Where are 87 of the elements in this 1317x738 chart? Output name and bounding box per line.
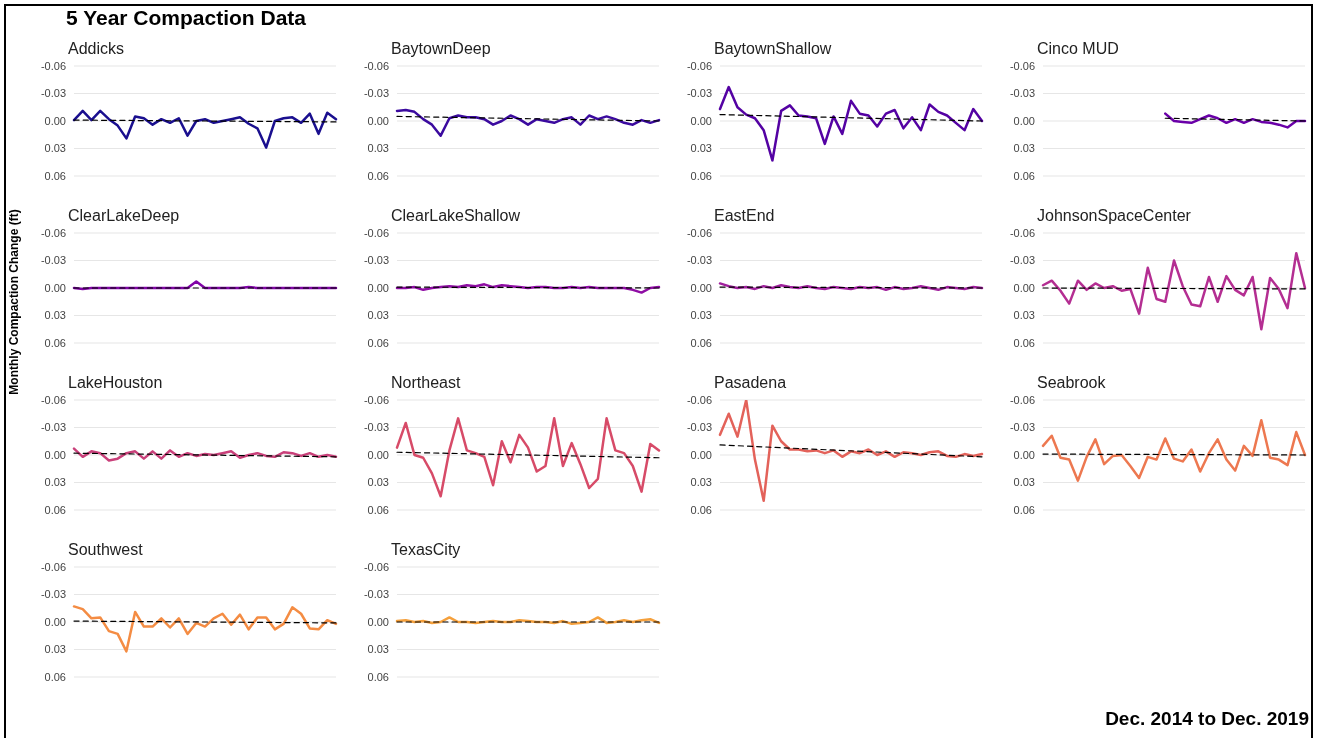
chart-title: JohnsonSpaceCenter [1037,207,1191,225]
chart-title: Addicks [68,40,125,58]
y-tick-label: 0.06 [690,169,712,182]
y-tick-label: -0.03 [1009,421,1035,434]
y-tick-label: 0.00 [44,281,66,294]
text: 5 Year Compaction Data [66,6,307,30]
y-tick-label: -0.03 [686,254,712,267]
y-tick-label: -0.06 [363,59,389,72]
y-tick-label: 0.06 [367,336,389,349]
chart-title: Northeast [391,374,461,392]
y-tick-label: 0.00 [1013,114,1035,127]
y-tick-label: -0.03 [40,421,66,434]
y-tick-label: -0.06 [1009,59,1035,72]
y-tick-label: 0.03 [367,142,389,155]
chart-title: EastEnd [714,207,775,225]
y-tick-label: 0.03 [690,309,712,322]
y-tick-label: 0.06 [367,670,389,683]
y-tick-label: 0.03 [44,476,66,489]
chart-title: BaytownDeep [391,40,491,58]
y-tick-label: 0.00 [690,448,712,461]
y-tick-label: -0.03 [363,588,389,601]
y-tick-label: 0.00 [1013,448,1035,461]
y-tick-label: -0.06 [40,393,66,406]
y-tick-label: 0.03 [690,142,712,155]
y-tick-label: -0.03 [40,588,66,601]
y-tick-label: 0.03 [44,142,66,155]
y-tick-label: 0.03 [1013,309,1035,322]
y-tick-label: 0.03 [367,643,389,656]
y-tick-label: 0.00 [367,114,389,127]
chart-title: Southwest [68,541,143,559]
y-tick-label: 0.00 [367,615,389,628]
y-tick-label: 0.03 [1013,476,1035,489]
y-tick-label: -0.06 [686,226,712,239]
y-tick-label: -0.06 [686,393,712,406]
y-tick-label: -0.06 [686,59,712,72]
y-tick-label: 0.06 [367,503,389,516]
y-tick-label: 0.00 [690,281,712,294]
y-tick-label: 0.00 [690,114,712,127]
y-tick-label: -0.06 [363,226,389,239]
y-tick-label: 0.00 [367,448,389,461]
y-tick-label: 0.06 [44,169,66,182]
y-tick-label: 0.06 [367,169,389,182]
y-tick-label: -0.06 [40,560,66,573]
y-tick-label: 0.06 [1013,336,1035,349]
y-tick-label: 0.00 [1013,281,1035,294]
chart-title: ClearLakeDeep [68,207,180,225]
y-tick-label: 0.06 [44,503,66,516]
chart-title: Cinco MUD [1037,40,1119,58]
y-tick-label: 0.03 [367,476,389,489]
y-tick-label: 0.00 [44,615,66,628]
y-tick-label: 0.06 [1013,503,1035,516]
y-tick-label: 0.00 [44,114,66,127]
y-tick-label: -0.03 [686,421,712,434]
y-axis-title: Monthly Compaction Change (ft) [7,209,21,395]
y-tick-label: 0.06 [44,670,66,683]
y-tick-label: 0.06 [690,336,712,349]
chart-title: LakeHouston [68,374,163,392]
y-tick-label: -0.06 [363,393,389,406]
y-tick-label: 0.03 [1013,142,1035,155]
y-tick-label: -0.06 [1009,393,1035,406]
chart-title: Seabrook [1037,374,1106,392]
y-tick-label: -0.03 [1009,87,1035,100]
y-tick-label: 0.00 [367,281,389,294]
y-tick-label: 0.03 [690,476,712,489]
y-tick-label: 0.03 [367,309,389,322]
y-tick-label: -0.03 [1009,254,1035,267]
y-tick-label: -0.03 [40,254,66,267]
y-tick-label: 0.03 [44,309,66,322]
chart-title: TexasCity [391,541,461,559]
text: Dec. 2014 to Dec. 2019 [1105,708,1309,730]
y-tick-label: -0.03 [686,87,712,100]
chart-title: BaytownShallow [714,40,832,58]
y-tick-label: -0.06 [40,226,66,239]
chart-title: ClearLakeShallow [391,207,520,225]
y-tick-label: -0.03 [363,87,389,100]
y-tick-label: -0.03 [40,87,66,100]
chart-title: Pasadena [714,374,787,392]
y-tick-label: -0.06 [1009,226,1035,239]
y-tick-label: -0.06 [363,560,389,573]
y-tick-label: 0.06 [44,336,66,349]
y-tick-label: -0.06 [40,59,66,72]
y-tick-label: 0.00 [44,448,66,461]
y-tick-label: -0.03 [363,254,389,267]
y-tick-label: 0.03 [44,643,66,656]
y-tick-label: -0.03 [363,421,389,434]
y-tick-label: 0.06 [1013,169,1035,182]
y-tick-label: 0.06 [690,503,712,516]
